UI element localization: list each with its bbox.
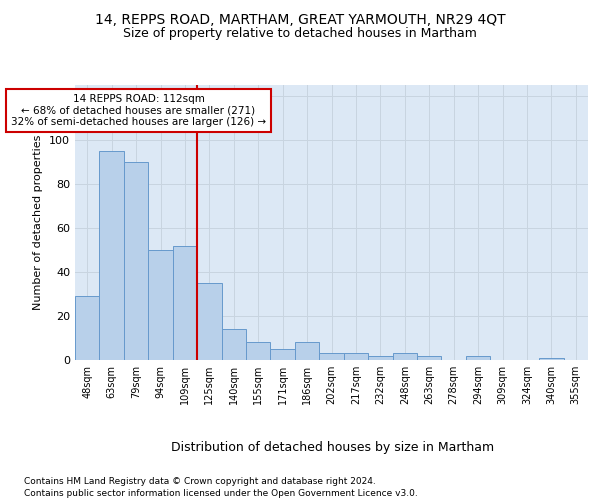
Bar — [344, 354, 368, 360]
Text: 14, REPPS ROAD, MARTHAM, GREAT YARMOUTH, NR29 4QT: 14, REPPS ROAD, MARTHAM, GREAT YARMOUTH,… — [95, 12, 505, 26]
Bar — [466, 356, 490, 360]
Bar — [173, 246, 197, 360]
Bar — [246, 342, 271, 360]
Bar — [417, 356, 442, 360]
Bar — [148, 250, 173, 360]
Bar — [124, 162, 148, 360]
Y-axis label: Number of detached properties: Number of detached properties — [34, 135, 43, 310]
Bar — [75, 296, 100, 360]
Bar — [539, 358, 563, 360]
Bar — [197, 283, 221, 360]
Bar — [319, 354, 344, 360]
Text: Contains public sector information licensed under the Open Government Licence v3: Contains public sector information licen… — [24, 489, 418, 498]
Bar — [100, 151, 124, 360]
Bar — [368, 356, 392, 360]
Text: Size of property relative to detached houses in Martham: Size of property relative to detached ho… — [123, 28, 477, 40]
Text: Contains HM Land Registry data © Crown copyright and database right 2024.: Contains HM Land Registry data © Crown c… — [24, 478, 376, 486]
Bar — [271, 349, 295, 360]
Bar — [392, 354, 417, 360]
Text: 14 REPPS ROAD: 112sqm
← 68% of detached houses are smaller (271)
32% of semi-det: 14 REPPS ROAD: 112sqm ← 68% of detached … — [11, 94, 266, 127]
Bar — [295, 342, 319, 360]
Bar — [221, 329, 246, 360]
Text: Distribution of detached houses by size in Martham: Distribution of detached houses by size … — [172, 441, 494, 454]
